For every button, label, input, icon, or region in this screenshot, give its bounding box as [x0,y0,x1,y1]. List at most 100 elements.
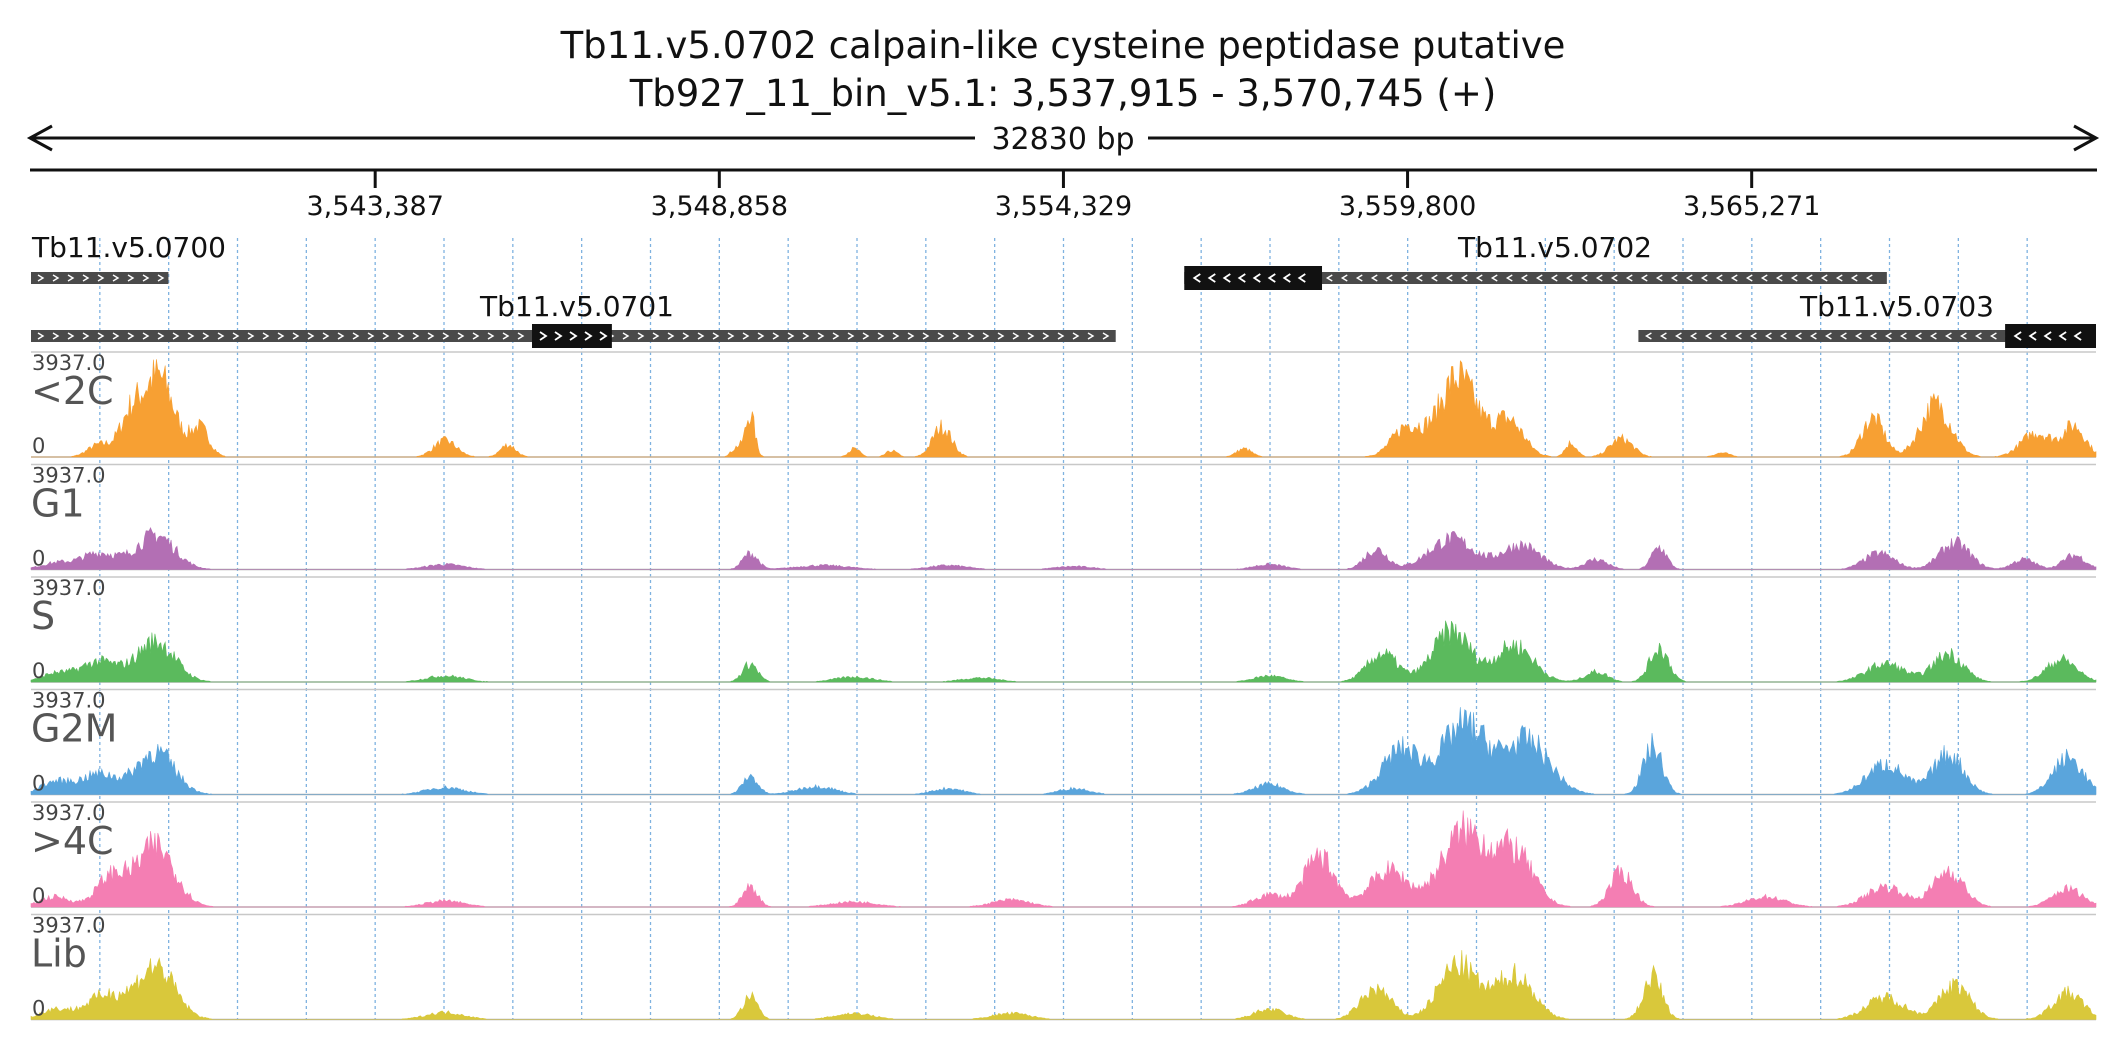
gene-Tb11.v5.0700: Tb11.v5.0700 [31,231,226,284]
strand-chevron [1550,274,1558,282]
strand-chevron [1445,274,1453,282]
strand-chevron [127,332,135,340]
strand-chevron [907,332,915,340]
strand-chevron [82,274,90,282]
strand-chevron [1855,332,1862,340]
track-name: <2C [31,369,114,413]
coverage-area [30,950,2097,1020]
gene-label: Tb11.v5.0700 [31,231,226,264]
strand-chevron [472,332,480,340]
strand-chevron [1685,274,1693,282]
cds-chevron [599,331,608,341]
strand-chevron [802,332,810,340]
strand-chevron [1355,274,1363,282]
strand-chevron [247,332,255,340]
strand-chevron [382,332,390,340]
strand-chevron [1580,274,1588,282]
track-<2C: 3937.0 0 <2C [31,351,2097,458]
strand-chevron [1805,274,1813,282]
strand-chevron [1490,274,1498,282]
strand-chevron [757,332,765,340]
span-arrowhead-left [26,124,53,152]
strand-chevron [157,332,165,340]
gene-models: Tb11.v5.0700 Tb11.v5.0701 Tb11.v5.0702 Tb11… [31,231,2096,348]
cds-chevron [1222,273,1231,283]
strand-chevron [1745,274,1753,282]
strand-chevron [1400,274,1408,282]
strand-chevron [952,332,960,340]
strand-chevron [982,332,990,340]
strand-chevron [1960,332,1967,340]
chart-subtitle: Tb927_11_bin_v5.1: 3,537,915 - 3,570,745… [629,72,1497,115]
strand-chevron [967,332,975,340]
strand-chevron [1675,332,1682,340]
track-Lib: 3937.0 0 Lib [30,914,2097,1021]
track-scale-min: 0 [32,434,45,458]
x-tick-label: 3,543,387 [306,191,443,222]
track-scale-max: 3937.0 [32,914,105,938]
strand-chevron [97,332,105,340]
track-scale-max: 3937.0 [32,351,105,375]
span-arrow: 32830 bp [26,122,2100,157]
cds-chevron [1297,273,1306,283]
strand-chevron [352,332,360,340]
track-name: G1 [31,482,85,526]
coverage-area [31,359,2097,458]
track-name: >4C [31,819,114,863]
x-tick-label: 3,565,271 [1683,191,1820,222]
strand-chevron [1640,274,1648,282]
strand-chevron [712,332,720,340]
strand-chevron [397,332,405,340]
strand-chevron [1670,274,1678,282]
track-scale-min: 0 [32,772,45,796]
strand-chevron [412,332,420,340]
cds-chevron [2013,331,2022,341]
strand-chevron [1775,274,1783,282]
strand-chevron [1810,332,1817,340]
track-scale-min: 0 [32,659,45,683]
strand-chevron [1735,332,1742,340]
gene-Tb11.v5.0702: Tb11.v5.0702 [1184,231,1887,290]
strand-chevron [1505,274,1513,282]
strand-chevron [502,332,510,340]
strand-chevron [667,332,675,340]
strand-chevron [1715,274,1723,282]
strand-chevron [1042,332,1050,340]
coverage-area [30,527,2097,570]
strand-chevron [142,274,150,282]
vertical-grid [99,238,2028,1020]
strand-chevron [1790,274,1798,282]
gene-body [1638,330,2096,342]
strand-chevron [817,332,825,340]
strand-chevron [1930,332,1937,340]
track-scale-min: 0 [32,884,45,908]
chart-title: Tb11.v5.0702 calpain-like cysteine pepti… [560,24,1566,67]
strand-chevron [1565,274,1573,282]
track-scale-min: 0 [32,997,45,1021]
strand-chevron [487,332,495,340]
track-scale-min: 0 [32,547,45,571]
strand-chevron [832,332,840,340]
cds-chevron [1267,273,1276,283]
strand-chevron [727,332,735,340]
cds-chevron [2043,331,2052,341]
strand-chevron [997,332,1005,340]
strand-chevron [1720,332,1727,340]
strand-chevron [1660,332,1667,340]
strand-chevron [1087,332,1095,340]
track-scale-max: 3937.0 [32,801,105,825]
strand-chevron [337,332,345,340]
cds-chevron [2073,331,2082,341]
x-tick-label: 3,559,800 [1339,191,1476,222]
strand-chevron [1700,274,1708,282]
strand-chevron [1072,332,1080,340]
strand-chevron [1430,274,1438,282]
strand-chevron [1610,274,1618,282]
strand-chevron [1012,332,1020,340]
strand-chevron [262,332,270,340]
strand-chevron [67,332,75,340]
gene-label: Tb11.v5.0701 [479,290,674,323]
strand-chevron [127,274,135,282]
